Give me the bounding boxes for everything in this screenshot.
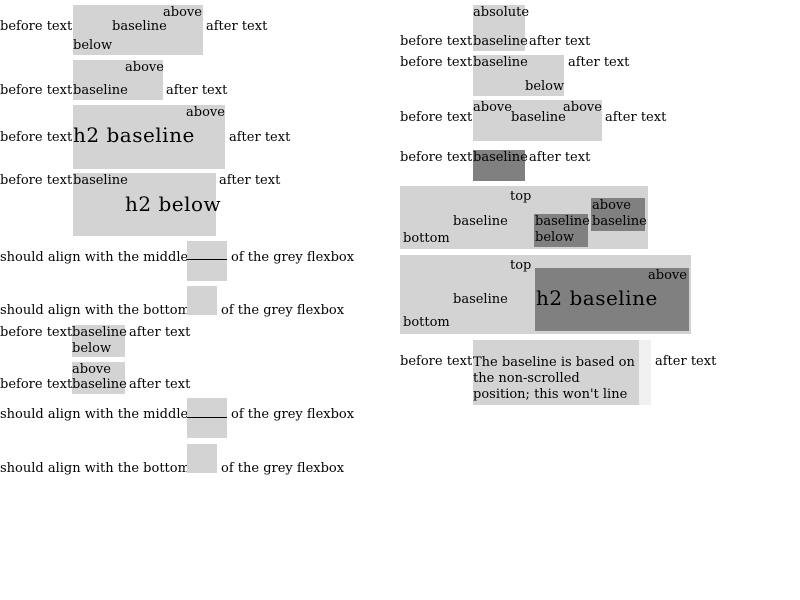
below-label: below (525, 79, 565, 94)
instruction-text: of the grey flexbox (221, 461, 345, 476)
baseline-label: baseline (73, 83, 128, 98)
after-text: after text (229, 130, 291, 145)
scroll-container[interactable]: The baseline is based on the non-scrolle… (473, 340, 639, 405)
grey-flexbox (73, 5, 203, 55)
absolute-label: absolute (473, 5, 530, 20)
baseline-label: baseline (453, 214, 508, 229)
above-label: above (186, 105, 225, 120)
before-text: before text (400, 354, 473, 369)
before-text: before text (0, 130, 73, 145)
baseline-label: baseline (535, 214, 590, 229)
grey-flexbox (73, 60, 163, 100)
top-label: top (510, 258, 532, 273)
instruction-text: of the grey flexbox (231, 250, 355, 265)
grey-flexbox (72, 325, 125, 357)
bottom-label: bottom (403, 231, 450, 246)
h2-heading: h2 baseline (73, 123, 195, 147)
before-text: before text (400, 34, 473, 49)
instruction-text: should align with the bottom (0, 303, 190, 318)
before-text: before text (0, 83, 73, 98)
before-text: before text (400, 110, 473, 125)
grey-flexbox (73, 105, 225, 169)
after-text: after text (655, 354, 717, 369)
before-text: before text (400, 150, 473, 165)
after-text: after text (129, 377, 191, 392)
above-label: above (473, 100, 512, 115)
baseline-label: baseline (112, 19, 167, 34)
above-label: above (163, 5, 202, 20)
after-text: after text (568, 55, 630, 70)
after-text: after text (529, 34, 591, 49)
baseline-label: baseline (511, 110, 566, 125)
instruction-text: should align with the middle (0, 250, 189, 265)
baseline-label: baseline (73, 173, 128, 188)
before-text: before text (0, 325, 73, 340)
before-text: before text (0, 19, 73, 34)
baseline-label: baseline (72, 377, 127, 392)
after-text: after text (129, 325, 191, 340)
h2-heading: h2 below (125, 192, 222, 216)
below-label: below (72, 341, 112, 356)
middle-line (187, 417, 227, 418)
grey-flexbox (473, 100, 602, 141)
grey-flexbox (187, 444, 217, 473)
above-label: above (648, 268, 687, 283)
after-text: after text (166, 83, 228, 98)
middle-line (187, 259, 227, 260)
above-label: above (125, 60, 164, 75)
above-label: above (592, 198, 631, 213)
baseline-label: baseline (473, 55, 528, 70)
instruction-text: should align with the bottom (0, 461, 190, 476)
below-label: below (535, 230, 575, 245)
before-text: before text (0, 173, 73, 188)
above-label: above (72, 362, 111, 377)
after-text: after text (529, 150, 591, 165)
top-label: top (510, 189, 532, 204)
bottom-label: bottom (403, 315, 450, 330)
baseline-label: baseline (473, 150, 528, 165)
below-label: below (73, 38, 113, 53)
after-text: after text (219, 173, 281, 188)
baseline-label: baseline (473, 34, 528, 49)
grey-flexbox (473, 55, 564, 96)
baseline-label: baseline (72, 325, 127, 340)
above-label: above (563, 100, 602, 115)
grey-flexbox (187, 241, 227, 281)
before-text: before text (0, 377, 73, 392)
dark-inner-box (534, 214, 588, 247)
after-text: after text (206, 19, 268, 34)
grey-flexbox (473, 5, 525, 51)
instruction-text: of the grey flexbox (221, 303, 345, 318)
grey-flexbox (187, 286, 217, 315)
grey-flexbox (72, 362, 125, 394)
h2-heading: h2 baseline (536, 286, 658, 310)
dark-inner-box (535, 268, 689, 331)
instruction-text: of the grey flexbox (231, 407, 355, 422)
instruction-text: should align with the middle (0, 407, 189, 422)
baseline-label: baseline (592, 214, 647, 229)
dark-inner-box (591, 198, 645, 231)
grey-flexbox (73, 173, 216, 236)
scroll-text: The baseline is based on the non-scrolle… (473, 355, 635, 405)
after-text: after text (605, 110, 667, 125)
grey-flexbox (187, 398, 227, 438)
dark-flexbox (473, 150, 525, 181)
before-text: before text (400, 55, 473, 70)
scrollbar[interactable] (639, 340, 651, 405)
baseline-label: baseline (453, 292, 508, 307)
